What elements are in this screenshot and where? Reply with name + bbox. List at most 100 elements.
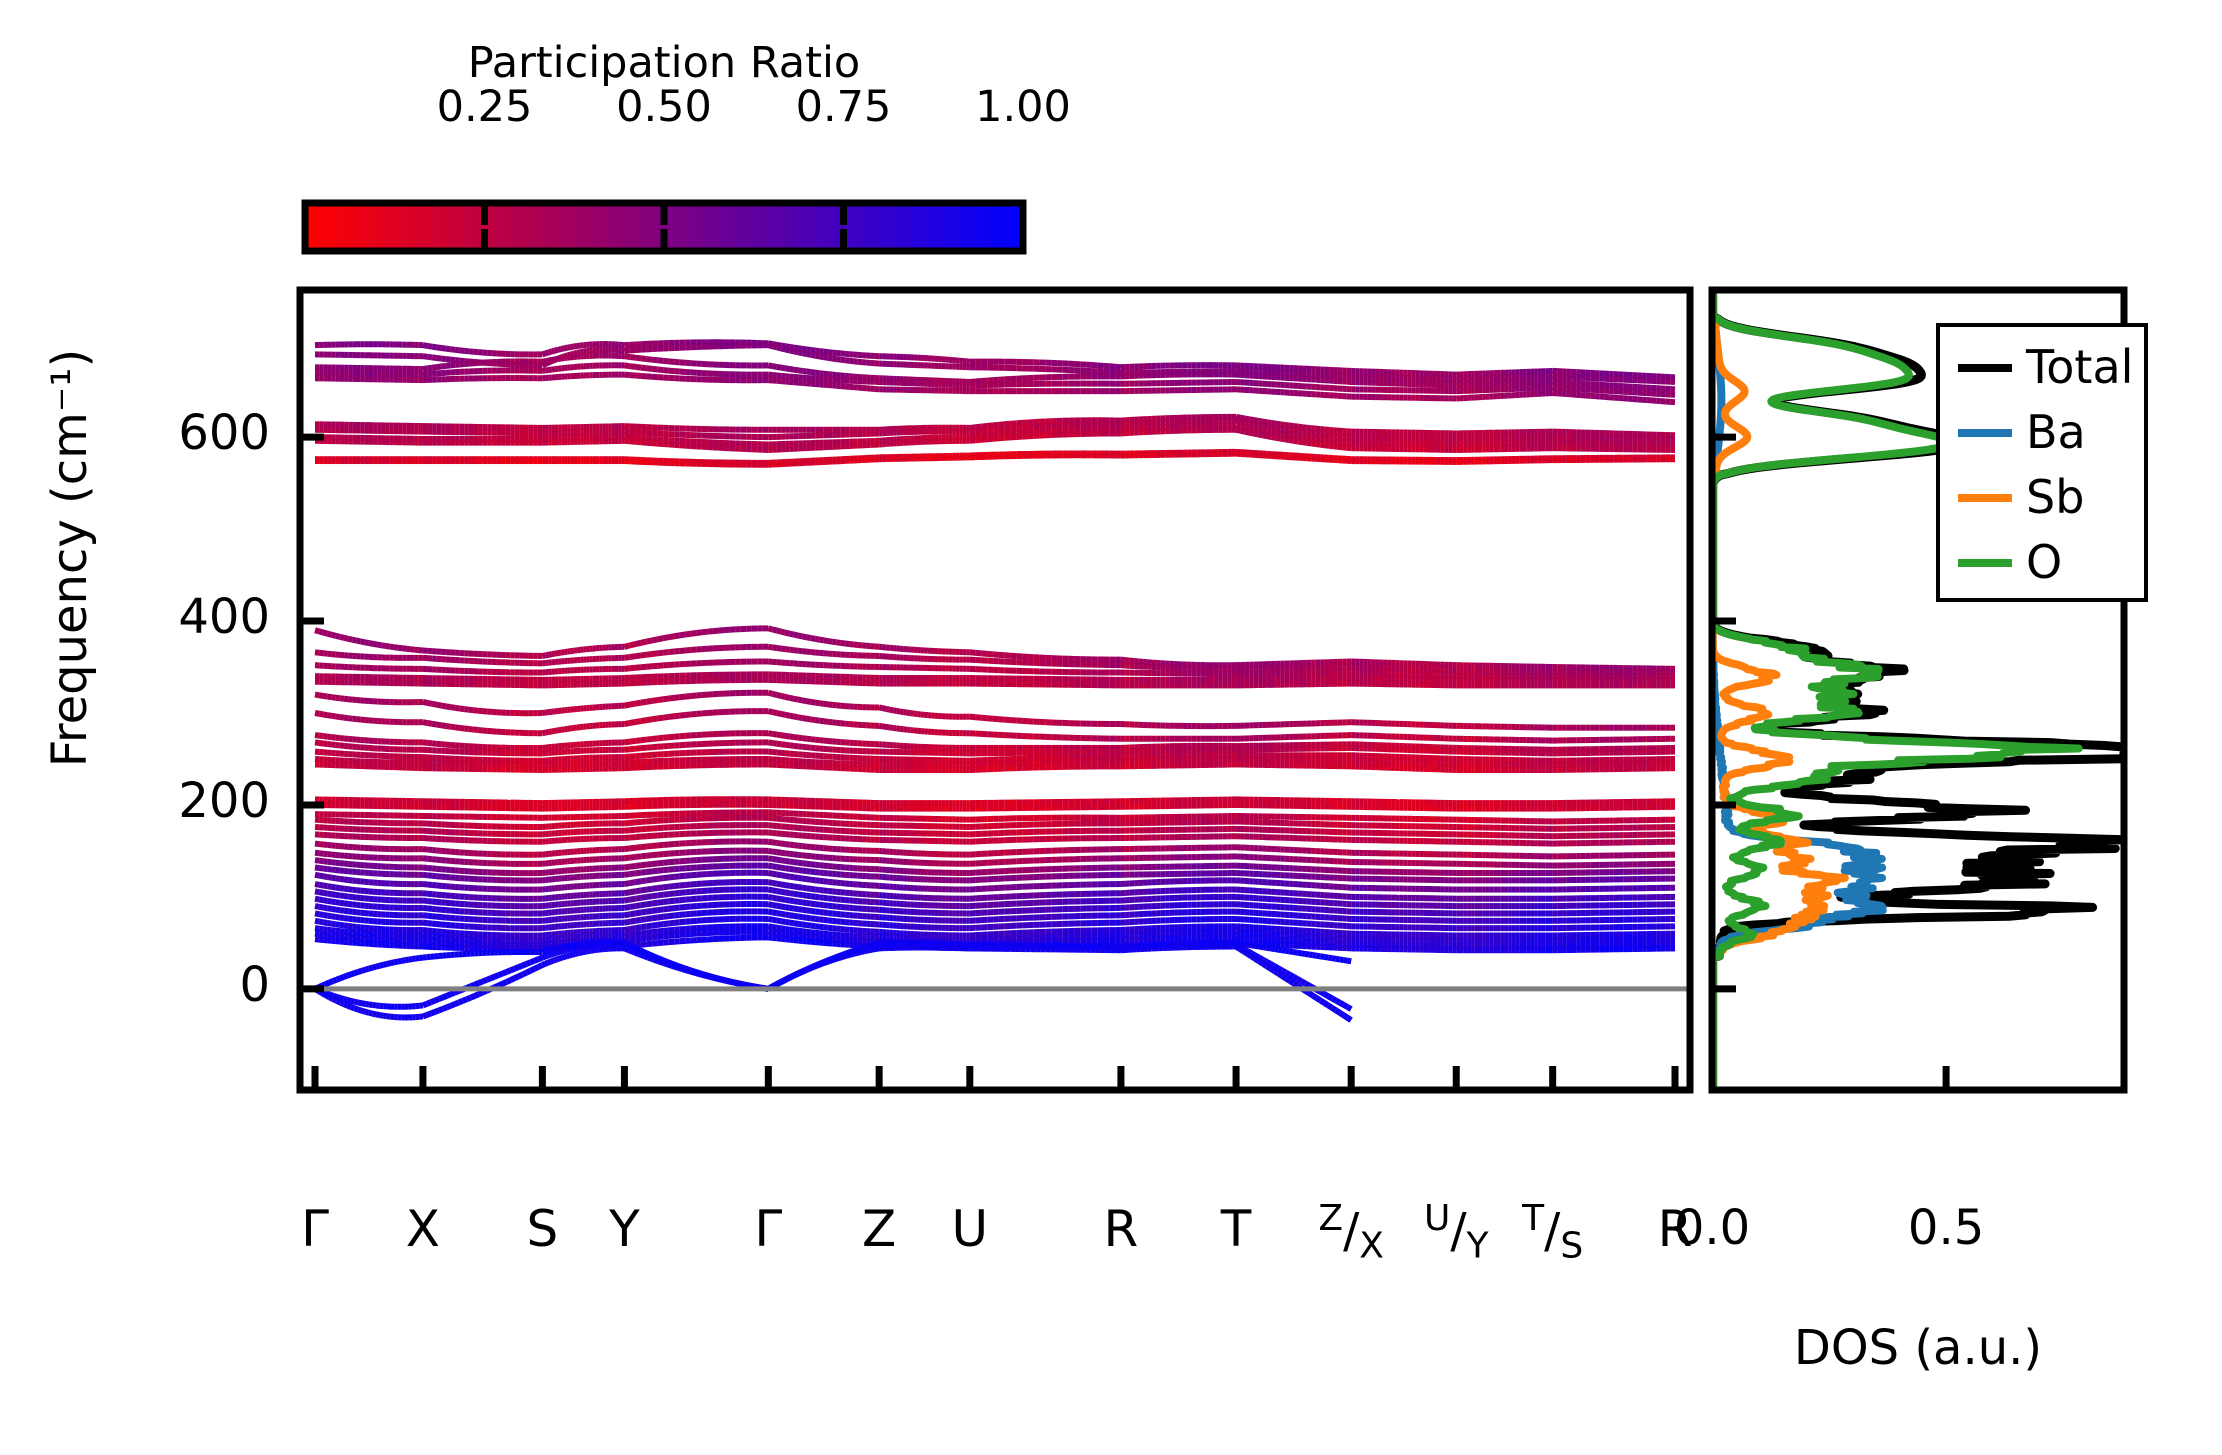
band-segment <box>1248 416 1255 424</box>
band-segment <box>819 370 825 377</box>
band-segment <box>1288 427 1295 434</box>
band-segment <box>844 640 850 647</box>
band-segment <box>823 637 829 644</box>
band-segment <box>780 645 786 653</box>
band-segment <box>1270 429 1277 437</box>
band-segment <box>554 346 559 354</box>
band-segment <box>544 357 550 365</box>
band-segment <box>981 427 988 434</box>
band-segment <box>836 639 842 646</box>
band-segment <box>998 421 1005 428</box>
band-segment <box>797 367 803 374</box>
band-segment <box>975 423 982 431</box>
band-segment <box>1293 437 1299 445</box>
band-segment <box>662 634 670 642</box>
band-segment <box>1266 433 1273 440</box>
band-segment <box>819 348 825 355</box>
band-segment <box>582 348 588 355</box>
band-panel <box>296 286 1694 1094</box>
band-segment <box>981 650 988 657</box>
band-segment <box>360 638 366 646</box>
band-segment <box>986 422 994 429</box>
band-segment <box>1284 421 1290 429</box>
band-segment <box>1288 432 1295 440</box>
band-segment <box>541 358 547 365</box>
band-segment <box>634 639 642 647</box>
band-segment <box>981 432 988 440</box>
band-segment <box>548 651 553 658</box>
band-segment <box>793 344 799 352</box>
band-segment <box>1279 425 1286 433</box>
band-segment <box>548 357 553 364</box>
band-segment <box>1248 429 1255 437</box>
band-segment <box>1302 428 1308 436</box>
band-curves <box>313 339 1676 1023</box>
band-segment <box>1244 415 1250 423</box>
band-segment <box>806 368 812 376</box>
band-segment <box>1244 419 1250 427</box>
band-segment <box>772 363 778 370</box>
band-segment <box>992 421 1000 429</box>
band-segment <box>1324 442 1330 449</box>
band-segment <box>450 346 456 353</box>
band-segment <box>1284 426 1290 434</box>
band-segment <box>789 343 795 351</box>
band-segment <box>646 365 653 372</box>
band-segment <box>1297 428 1303 435</box>
band-segment <box>1248 425 1255 433</box>
band-segment <box>1275 434 1281 442</box>
band-segment <box>780 364 786 372</box>
band-segment <box>1235 413 1242 421</box>
band-segment <box>1288 437 1295 444</box>
band-segment <box>806 351 812 358</box>
band-segment <box>431 343 438 351</box>
band-segment <box>827 638 833 645</box>
band-segment <box>557 346 563 353</box>
band-segment <box>814 352 821 360</box>
band-segment <box>1253 421 1259 428</box>
band-segment <box>422 365 428 373</box>
band-segment <box>1297 433 1303 441</box>
band-segment <box>981 436 988 443</box>
band-segment <box>784 365 791 372</box>
band-segment <box>780 345 787 353</box>
band-segment <box>684 630 692 638</box>
band-segment <box>1315 430 1321 438</box>
band-segment <box>445 345 451 353</box>
band-segment <box>776 645 782 652</box>
band-segment <box>651 650 658 657</box>
band-segment <box>975 427 982 435</box>
band-segment <box>651 636 659 644</box>
band-segment <box>1271 420 1277 427</box>
band-segment <box>629 641 637 649</box>
band-segment <box>679 631 686 639</box>
band-segment <box>445 362 451 369</box>
band-segment <box>459 347 465 354</box>
band-segment <box>776 627 782 635</box>
band-segment <box>629 664 636 672</box>
band-segment <box>563 344 569 352</box>
band-segment <box>364 639 370 647</box>
band-segment <box>440 345 447 352</box>
band-segment <box>784 343 791 350</box>
band-segment <box>1244 428 1250 436</box>
band-segment <box>651 365 658 373</box>
band-segment <box>1306 435 1312 442</box>
band-segment <box>445 356 451 363</box>
band-segment <box>431 364 438 371</box>
band-segment <box>645 637 653 645</box>
band-segment <box>810 369 816 376</box>
band-segment <box>314 627 320 635</box>
band-segment <box>355 637 362 645</box>
band-segment <box>380 642 387 649</box>
band-segment <box>427 364 433 372</box>
band-segment <box>640 355 647 363</box>
band-segment <box>1253 417 1259 424</box>
band-segment <box>814 347 820 355</box>
band-segment <box>668 648 675 656</box>
band-segment <box>840 639 846 647</box>
band-segment <box>793 348 799 356</box>
band-segment <box>1328 442 1334 450</box>
band-segment <box>347 635 354 643</box>
band-segment <box>1297 423 1303 431</box>
